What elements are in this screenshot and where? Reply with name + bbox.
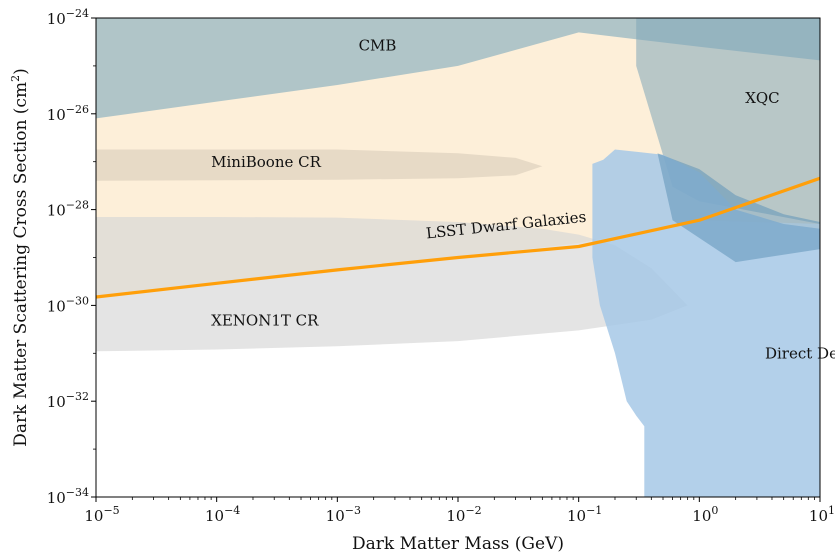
- label-direct-detection: Direct Detection: [765, 345, 835, 363]
- y-tick-label: 10−32: [47, 390, 89, 411]
- y-tick-label: 10−34: [47, 486, 89, 507]
- series-layer: [96, 176, 820, 299]
- region-miniboone-cr: [96, 149, 543, 181]
- x-tick-label: 101: [809, 504, 835, 525]
- y-tick-label: 10−26: [47, 103, 89, 124]
- x-tick-label: 10−4: [205, 504, 240, 525]
- label-xqc: XQC: [745, 89, 779, 107]
- x-tick-label: 10−3: [326, 504, 361, 525]
- y-tick-label: 10−24: [47, 7, 89, 28]
- y-axis-label: Dark Matter Scattering Cross Section (cm…: [9, 68, 31, 446]
- x-tick-label: 10−5: [84, 504, 119, 525]
- x-tick-label: 10−2: [446, 504, 481, 525]
- x-tick-label: 10−1: [567, 504, 602, 525]
- label-miniboone-cr: MiniBoone CR: [211, 153, 321, 171]
- label-cmb: CMB: [359, 36, 397, 54]
- y-tick-label: 10−30: [47, 294, 89, 315]
- x-axis: 10−5 10−4 10−3 10−2 10−1 100 101: [84, 497, 835, 525]
- y-axis: 10−34 10−32 10−30 10−28 10−26 10−24: [47, 7, 96, 507]
- x-axis-label: Dark Matter Mass (GeV): [352, 534, 564, 554]
- label-xenon1t-cr: XENON1T CR: [211, 312, 319, 330]
- x-tick-label: 100: [692, 504, 718, 525]
- y-tick-label: 10−28: [47, 199, 89, 220]
- series-line-0: [96, 176, 820, 299]
- region-cmb: [96, 18, 820, 119]
- regions-layer: [96, 18, 820, 497]
